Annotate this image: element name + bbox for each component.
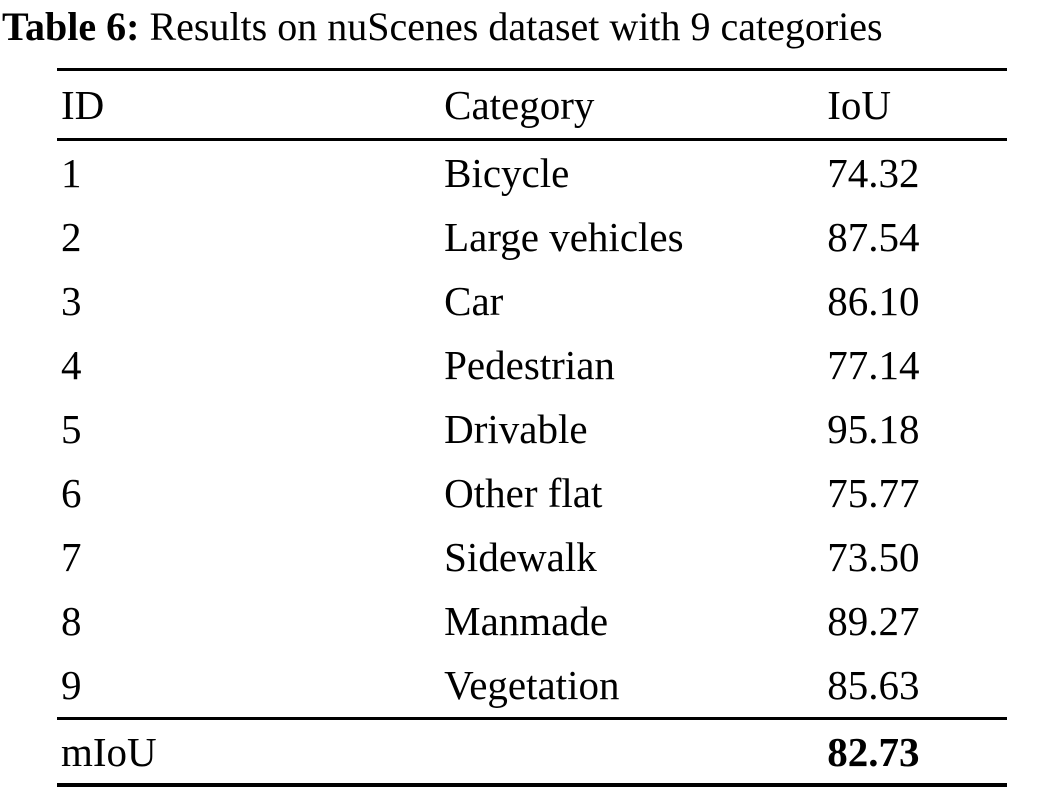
table-caption-label: Table 6: — [2, 4, 140, 49]
header-id: ID — [61, 81, 105, 128]
table-caption: Table 6: Results on nuScenes dataset wit… — [0, 4, 1062, 50]
results-table: ID Category IoU 1 Bicycle 74.32 2 Large … — [57, 68, 1007, 787]
header-category: Category — [444, 81, 595, 128]
table-row: 8 Manmade 89.27 — [57, 589, 1007, 653]
cell-id: 3 — [61, 278, 82, 324]
cell-id: 9 — [61, 662, 82, 708]
cell-category: Pedestrian — [444, 342, 615, 388]
cell-iou: 74.32 — [827, 150, 920, 196]
cell-iou: 86.10 — [827, 278, 920, 324]
cell-category: Sidewalk — [444, 534, 597, 580]
cell-category: Car — [444, 278, 504, 324]
cell-iou: 85.63 — [827, 662, 920, 708]
cell-category: Bicycle — [444, 150, 570, 196]
table-row: 2 Large vehicles 87.54 — [57, 205, 1007, 269]
table-row: 9 Vegetation 85.63 — [57, 653, 1007, 717]
cell-category: Other flat — [444, 470, 603, 516]
cell-category: Vegetation — [444, 662, 620, 708]
cell-id: 5 — [61, 406, 82, 452]
table-footer-row: mIoU 82.73 — [57, 717, 1007, 783]
cell-id: 1 — [61, 150, 82, 196]
cell-id: 6 — [61, 470, 82, 516]
cell-id: 7 — [61, 534, 82, 580]
cell-iou: 87.54 — [827, 214, 920, 260]
table-row: 5 Drivable 95.18 — [57, 397, 1007, 461]
cell-id: 4 — [61, 342, 82, 388]
table-row: 4 Pedestrian 77.14 — [57, 333, 1007, 397]
cell-iou: 89.27 — [827, 598, 920, 644]
header-iou: IoU — [827, 81, 892, 128]
footer-label: mIoU — [61, 728, 157, 775]
cell-iou: 73.50 — [827, 534, 920, 580]
cell-category: Manmade — [444, 598, 609, 644]
cell-id: 8 — [61, 598, 82, 644]
cell-category: Drivable — [444, 406, 588, 452]
cell-iou: 95.18 — [827, 406, 920, 452]
table-row: 7 Sidewalk 73.50 — [57, 525, 1007, 589]
table-header-row: ID Category IoU — [57, 71, 1007, 141]
table-caption-text: Results on nuScenes dataset with 9 categ… — [139, 4, 883, 49]
cell-iou: 77.14 — [827, 342, 920, 388]
cell-iou: 75.77 — [827, 470, 920, 516]
table-row: 3 Car 86.10 — [57, 269, 1007, 333]
cell-id: 2 — [61, 214, 82, 260]
table-row: 1 Bicycle 74.32 — [57, 141, 1007, 205]
table-row: 6 Other flat 75.77 — [57, 461, 1007, 525]
footer-miou-value: 82.73 — [827, 728, 920, 775]
cell-category: Large vehicles — [444, 214, 684, 260]
